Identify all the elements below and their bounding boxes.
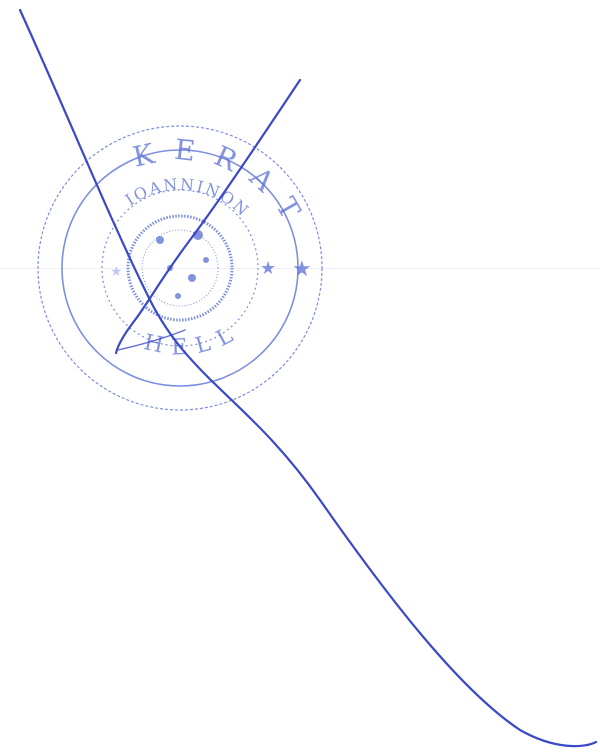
stamp-inner-ring [101,189,259,347]
signature-stroke-flick [117,329,186,351]
scan-artifact-line [0,268,600,269]
stamp-outer-ring [37,125,323,411]
star-icon: ★ [260,258,276,279]
signature-stroke-cross [114,78,302,355]
signature-stroke-main [18,8,598,748]
stamp-mid-ring [61,149,299,387]
star-icon: ★ [292,257,312,282]
star-icon: ★ [110,264,123,280]
stamp-center-emblem [126,214,234,322]
